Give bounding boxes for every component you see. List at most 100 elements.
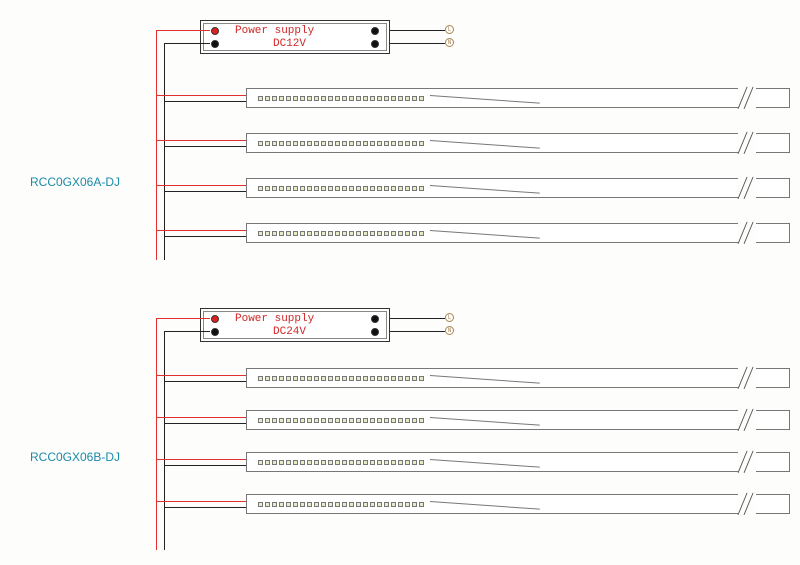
- led-icon: [286, 231, 291, 236]
- led-icon: [377, 418, 382, 423]
- led-icon: [356, 231, 361, 236]
- led-icon: [265, 418, 270, 423]
- led-icon: [265, 96, 270, 101]
- led-icon: [335, 96, 340, 101]
- led-icon: [272, 186, 277, 191]
- led-icon: [412, 141, 417, 146]
- branch-pos-wire: [156, 417, 246, 418]
- led-icon: [335, 141, 340, 146]
- led-icon: [377, 502, 382, 507]
- break-mark-icon: [738, 407, 756, 433]
- led-icon: [265, 231, 270, 236]
- break-mark-icon: [738, 220, 756, 246]
- led-icon: [258, 186, 263, 191]
- led-icon: [279, 376, 284, 381]
- led-icon: [384, 231, 389, 236]
- led-row: [258, 185, 424, 191]
- led-icon: [307, 502, 312, 507]
- led-icon: [384, 141, 389, 146]
- led-icon: [384, 186, 389, 191]
- led-icon: [279, 231, 284, 236]
- branch-neg-wire: [164, 423, 246, 424]
- led-icon: [405, 376, 410, 381]
- led-icon: [412, 96, 417, 101]
- led-icon: [321, 502, 326, 507]
- led-icon: [398, 186, 403, 191]
- neg-bus-wire: [164, 331, 210, 332]
- branch-pos-wire: [156, 185, 246, 186]
- led-strip: [246, 410, 790, 430]
- led-icon: [349, 418, 354, 423]
- led-icon: [272, 231, 277, 236]
- led-row: [258, 95, 424, 101]
- led-icon: [328, 231, 333, 236]
- led-icon: [272, 460, 277, 465]
- led-icon: [321, 418, 326, 423]
- led-icon: [335, 460, 340, 465]
- led-icon: [265, 460, 270, 465]
- led-icon: [265, 502, 270, 507]
- led-icon: [258, 141, 263, 146]
- led-icon: [286, 96, 291, 101]
- led-icon: [342, 96, 347, 101]
- pos-bus-wire: [156, 318, 210, 319]
- psu-ac-terminal-icon: [371, 328, 379, 336]
- led-icon: [377, 141, 382, 146]
- led-icon: [279, 96, 284, 101]
- led-icon: [398, 460, 403, 465]
- led-icon: [398, 141, 403, 146]
- neg-bus-wire: [164, 43, 165, 260]
- led-icon: [286, 502, 291, 507]
- led-icon: [363, 186, 368, 191]
- led-icon: [377, 231, 382, 236]
- branch-neg-wire: [164, 101, 246, 102]
- terminal-N-icon: N: [445, 38, 454, 47]
- break-mark-icon: [738, 85, 756, 111]
- branch-neg-wire: [164, 507, 246, 508]
- led-icon: [300, 460, 305, 465]
- led-icon: [384, 460, 389, 465]
- led-icon: [286, 418, 291, 423]
- led-icon: [391, 231, 396, 236]
- led-icon: [328, 460, 333, 465]
- led-icon: [293, 186, 298, 191]
- led-icon: [286, 376, 291, 381]
- led-icon: [419, 141, 424, 146]
- led-icon: [272, 96, 277, 101]
- led-icon: [328, 376, 333, 381]
- led-icon: [391, 186, 396, 191]
- led-icon: [293, 418, 298, 423]
- led-icon: [356, 186, 361, 191]
- led-icon: [370, 376, 375, 381]
- power-supply-box: Power supplyDC12V: [200, 20, 390, 54]
- branch-neg-wire: [164, 146, 246, 147]
- led-icon: [300, 418, 305, 423]
- led-icon: [286, 186, 291, 191]
- led-icon: [258, 502, 263, 507]
- power-supply-box: Power supplyDC24V: [200, 308, 390, 342]
- led-icon: [279, 460, 284, 465]
- led-icon: [419, 96, 424, 101]
- led-icon: [307, 418, 312, 423]
- led-icon: [321, 376, 326, 381]
- led-icon: [370, 460, 375, 465]
- led-icon: [293, 141, 298, 146]
- led-icon: [398, 96, 403, 101]
- psu-ac-terminal-icon: [371, 40, 379, 48]
- led-icon: [272, 502, 277, 507]
- led-icon: [328, 186, 333, 191]
- break-mark-icon: [738, 175, 756, 201]
- led-icon: [286, 141, 291, 146]
- neg-bus-wire: [164, 43, 210, 44]
- led-row: [258, 501, 424, 507]
- led-icon: [391, 141, 396, 146]
- terminal-L-icon: L: [445, 313, 454, 322]
- psu-ac-terminal-icon: [371, 315, 379, 323]
- led-icon: [307, 376, 312, 381]
- led-icon: [419, 502, 424, 507]
- led-icon: [321, 460, 326, 465]
- led-icon: [314, 141, 319, 146]
- led-icon: [384, 376, 389, 381]
- led-icon: [286, 460, 291, 465]
- led-icon: [321, 231, 326, 236]
